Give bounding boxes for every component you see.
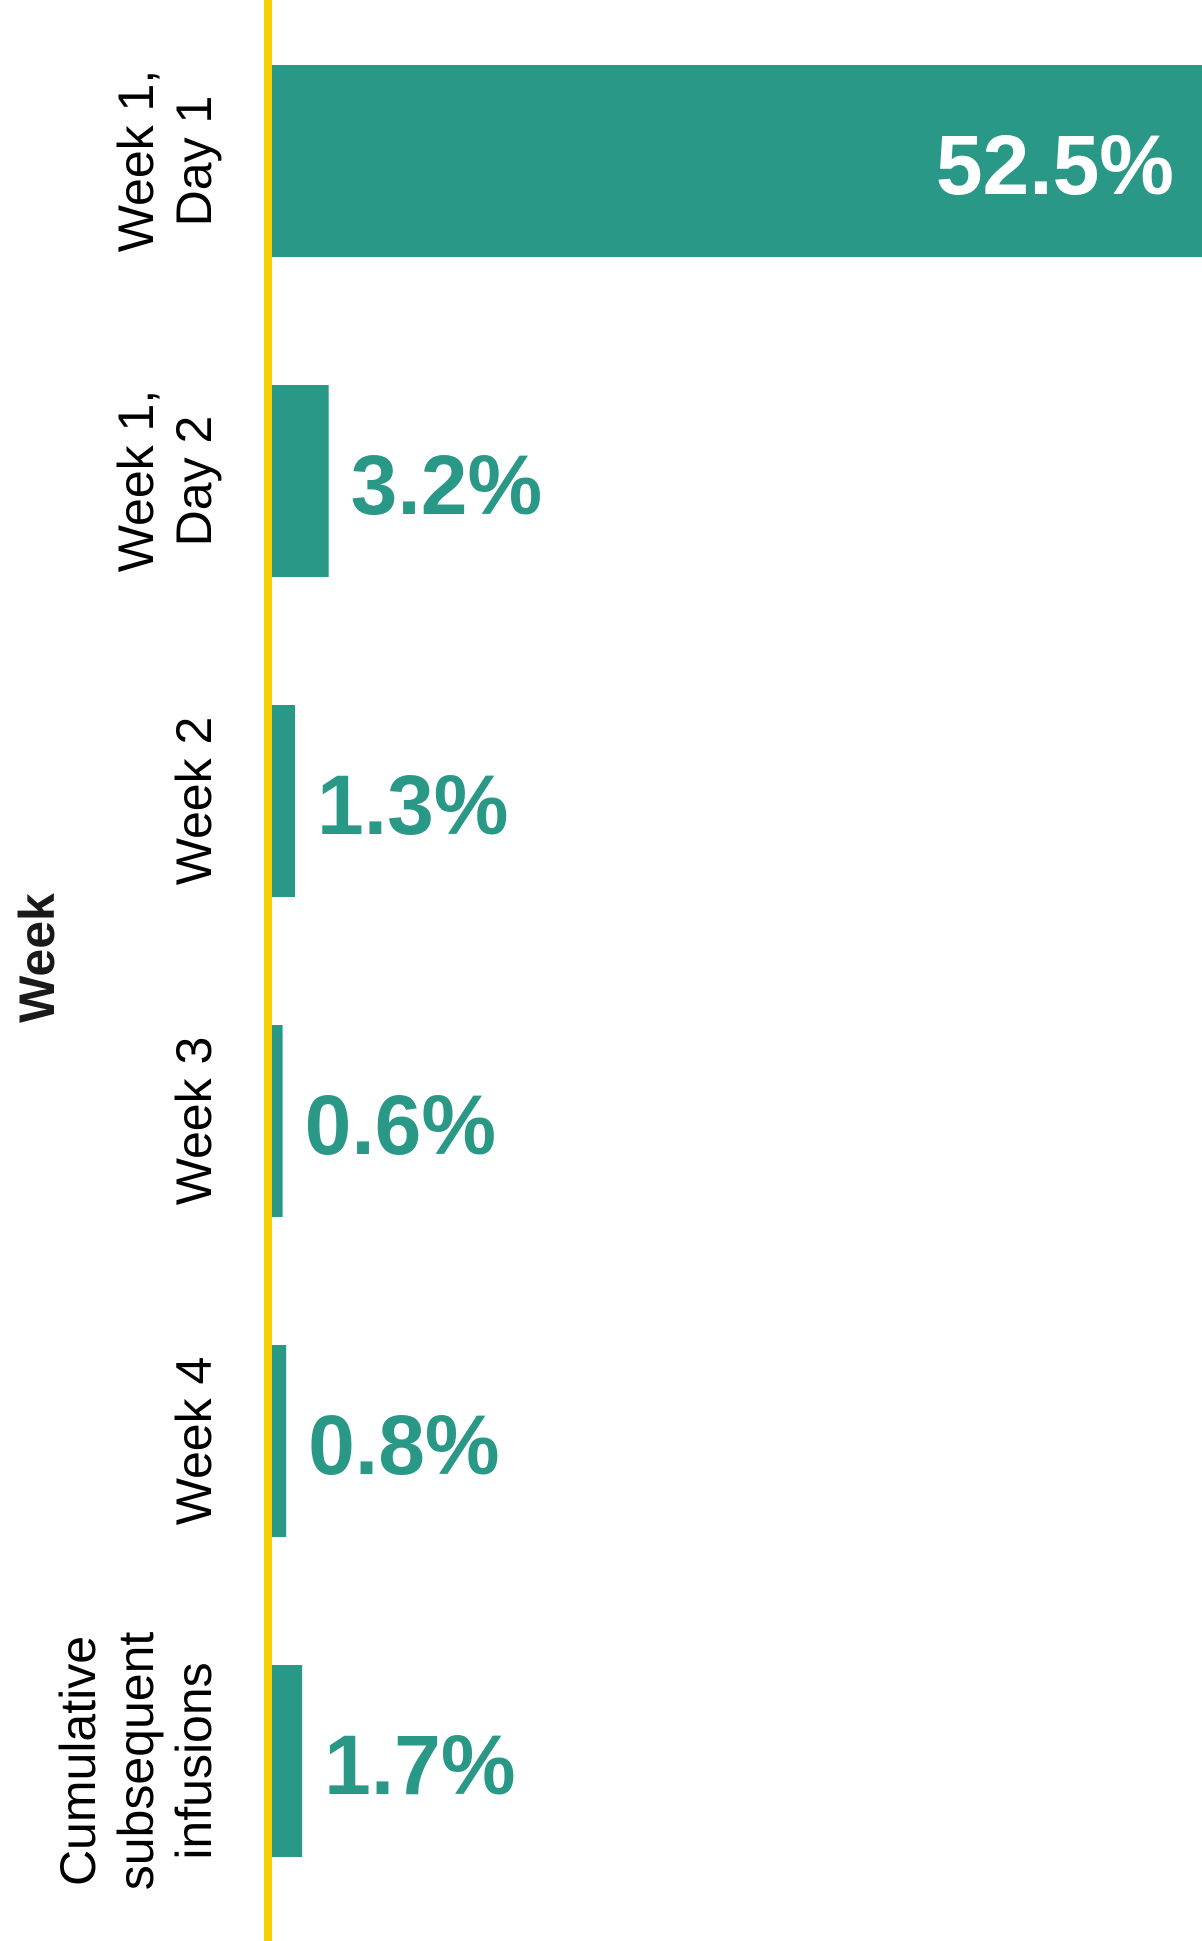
category-label-3: Week 2 (166, 717, 222, 886)
y-axis-title: Week (9, 893, 65, 1023)
category-label-line: Week 3 (166, 1037, 222, 1206)
category-label-5: Week 4 (166, 1357, 222, 1526)
bar-6 (272, 1665, 303, 1857)
category-label-line: Week 4 (166, 1357, 222, 1526)
category-label-1: Week 1,Day 1 (108, 70, 222, 253)
category-label-line: Week 1, (108, 70, 164, 253)
value-label-4: 0.6% (305, 1078, 496, 1172)
bar-2 (272, 385, 329, 577)
value-labels-group: 52.5% 3.2% 1.3% 0.6% 0.8% 1.7% (305, 118, 1174, 1812)
category-label-2: Week 1,Day 2 (108, 390, 222, 573)
category-label-line: Day 1 (166, 96, 222, 227)
value-label-1: 52.5% (936, 118, 1174, 212)
category-label-line: Day 2 (166, 416, 222, 547)
category-label-line: Week 1, (108, 390, 164, 573)
bars-group (272, 65, 1202, 1857)
category-label-6: Cumulativesubsequentinfusions (50, 1632, 222, 1891)
category-label-4: Week 3 (166, 1037, 222, 1206)
value-label-3: 1.3% (317, 758, 508, 852)
bar-1 (272, 65, 1202, 257)
category-label-line: subsequent (108, 1632, 164, 1891)
value-label-6: 1.7% (324, 1718, 515, 1812)
bar-3 (272, 705, 296, 897)
value-label-5: 0.8% (308, 1398, 499, 1492)
category-label-line: Cumulative (50, 1636, 106, 1886)
category-label-line: Week 2 (166, 717, 222, 886)
value-label-2: 3.2% (351, 438, 542, 532)
category-label-line: infusions (166, 1662, 222, 1859)
bar-4 (272, 1025, 283, 1217)
bar-5 (272, 1345, 287, 1537)
